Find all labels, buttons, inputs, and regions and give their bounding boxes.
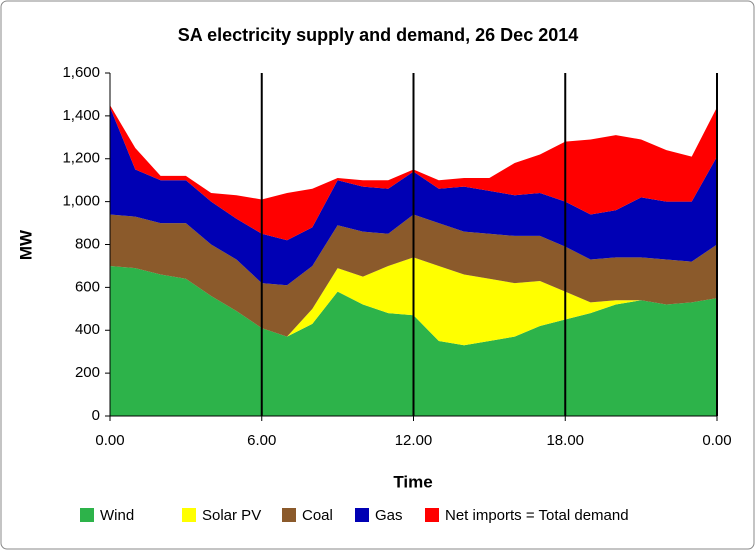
x-tick-label: 0.00 [95,432,124,449]
y-tick-label: 600 [75,278,100,295]
x-tick-label: 6.00 [247,432,276,449]
legend-label: Solar PV [202,507,261,524]
x-tick-label: 0.00 [702,432,731,449]
y-tick-label: 1,400 [62,107,100,124]
x-tick-label: 12.00 [395,432,433,449]
y-axis-title: MW [16,229,35,260]
legend-swatch [355,508,369,522]
legend-swatch [425,508,439,522]
y-tick-label: 800 [75,235,100,252]
y-tick-label: 400 [75,321,100,338]
y-tick-label: 200 [75,364,100,381]
legend-label: Net imports = Total demand [445,507,629,524]
legend-label: Coal [302,507,333,524]
legend-label: Gas [375,507,403,524]
x-axis-title: Time [393,472,432,491]
x-tick-label: 18.00 [546,432,584,449]
y-tick-label: 1,200 [62,150,100,167]
legend-swatch [282,508,296,522]
legend-swatch [80,508,94,522]
y-tick-label: 1,000 [62,193,100,210]
y-tick-label: 0 [92,407,100,424]
y-tick-label: 1,600 [62,64,100,81]
chart-title: SA electricity supply and demand, 26 Dec… [178,25,579,45]
legend-label: Wind [100,507,134,524]
legend-swatch [182,508,196,522]
